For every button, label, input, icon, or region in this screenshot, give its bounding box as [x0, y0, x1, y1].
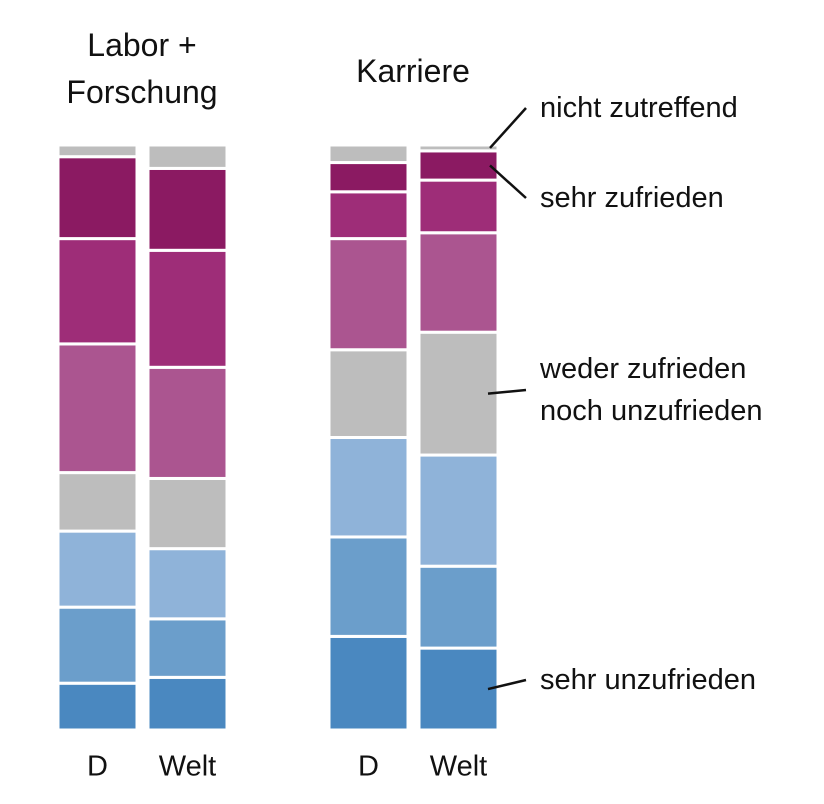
bar-segment — [146, 476, 229, 551]
bar-segment — [56, 143, 139, 159]
bar-segment — [417, 564, 500, 650]
bar-segment — [417, 149, 500, 182]
bar-segment — [327, 348, 410, 439]
bar-segment — [327, 237, 410, 352]
bar-segment — [146, 143, 229, 170]
series-label: sehr zufrieden — [540, 182, 724, 214]
leader-line — [489, 107, 527, 149]
bar-segment — [327, 161, 410, 194]
x-tick-label: D — [87, 751, 108, 783]
bar-segment — [56, 155, 139, 241]
x-tick-label: D — [358, 751, 379, 783]
bar-segment — [56, 237, 139, 346]
chart-title: Labor + Forschung — [66, 27, 218, 110]
series-label: weder zufrieden noch unzufrieden — [540, 353, 763, 427]
bar-segment — [146, 617, 229, 679]
x-tick-label: Welt — [159, 751, 216, 783]
bar-segment — [56, 342, 139, 475]
bar-segment — [327, 190, 410, 241]
bar-segment — [327, 436, 410, 539]
bar-segment — [146, 365, 229, 480]
bar-segment — [56, 605, 139, 685]
bar-segment — [56, 681, 139, 732]
bar-segment — [146, 675, 229, 732]
series-label: sehr unzufrieden — [540, 664, 757, 696]
leader-line — [489, 164, 527, 199]
bar-segment — [417, 143, 500, 153]
bar-segment — [146, 166, 229, 252]
bar-segment — [327, 143, 410, 165]
bar-segment — [327, 634, 410, 732]
bar-segment — [417, 453, 500, 568]
bar-segment — [417, 646, 500, 732]
bar-segment — [146, 547, 229, 621]
bar-segment — [146, 248, 229, 369]
bar-segment — [417, 178, 500, 235]
bar-segment — [417, 231, 500, 334]
leader-line — [487, 388, 527, 395]
bar-segment — [327, 535, 410, 638]
x-tick-label: Welt — [430, 751, 487, 783]
chart-title: Karriere — [356, 53, 470, 89]
leader-line — [487, 678, 527, 691]
bar-segment — [417, 330, 500, 457]
bar-segment — [56, 529, 139, 609]
series-label: nicht zutreffend — [540, 92, 738, 124]
bar-segment — [56, 471, 139, 533]
